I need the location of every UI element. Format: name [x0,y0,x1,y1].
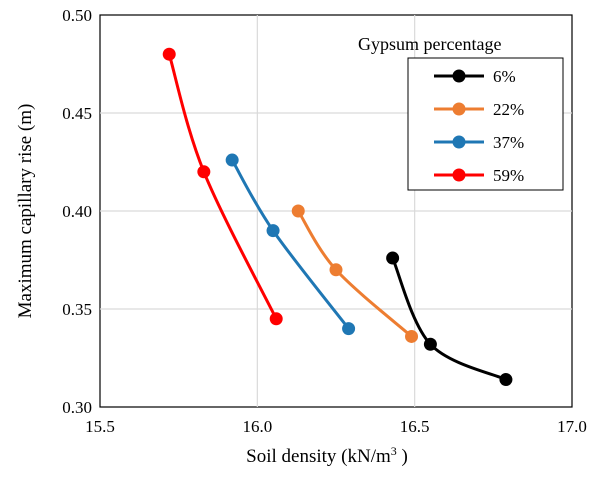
legend-swatch-marker [452,102,466,116]
legend-label: 59% [493,166,524,185]
x-tick-labels: 15.5 16.0 16.5 17.0 [85,417,587,436]
legend-box [407,57,564,191]
legend-swatch-marker [452,69,466,83]
x-tick-label: 17.0 [557,417,587,436]
data-point [499,373,513,387]
legend-items: 6% 22% 37% 59% [434,67,524,185]
series-6pct [386,251,513,387]
data-point [291,204,305,218]
data-point [405,329,419,343]
legend-label: 37% [493,133,524,152]
legend-title: Gypsum percentage [358,34,501,54]
legend-swatch-marker [452,135,466,149]
series-59pct [162,47,283,326]
y-tick-label: 0.50 [62,6,92,25]
y-tick-label: 0.35 [62,300,92,319]
data-point [329,263,343,277]
series-group [162,47,513,387]
legend-item: 37% [434,133,524,152]
series-22pct [291,204,419,343]
series-37pct [225,153,356,336]
data-point [423,337,437,351]
data-point [162,47,176,61]
x-axis-title-main: Soil density (kN/m [246,446,391,467]
legend-item: 22% [434,100,524,119]
x-axis-title-sup: 3 [391,444,397,458]
legend-label: 22% [493,100,524,119]
y-tick-labels: 0.30 0.35 0.40 0.45 0.50 [62,6,92,417]
x-tick-label: 15.5 [85,417,115,436]
y-tick-label: 0.30 [62,398,92,417]
x-axis-title: Soil density (kN/m3 ) [246,444,408,467]
legend-item: 6% [434,67,516,86]
y-tick-label: 0.40 [62,202,92,221]
y-axis-title: Maximum capillary rise (m) [15,104,36,319]
data-point [386,251,400,265]
x-tick-label: 16.5 [400,417,430,436]
legend: Gypsum percentage 6% 22% 37% 59% [358,34,564,191]
legend-swatch-marker [452,168,466,182]
data-point [225,153,239,167]
data-point [197,165,211,179]
data-point [342,322,356,336]
x-tick-label: 16.0 [242,417,272,436]
legend-item: 59% [434,166,524,185]
x-axis-title-end: ) [397,446,408,467]
legend-label: 6% [493,67,516,86]
data-point [266,224,280,238]
y-tick-label: 0.45 [62,104,92,123]
data-point [269,312,283,326]
